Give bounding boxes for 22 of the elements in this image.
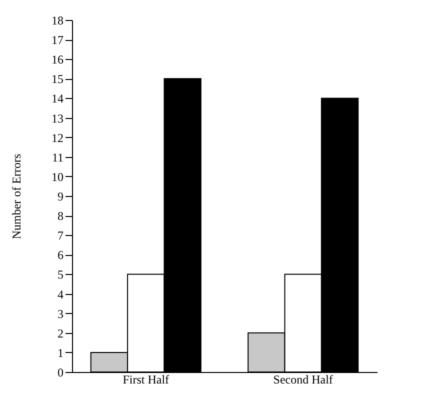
y-tick-label: 9 — [58, 190, 64, 204]
y-tick-label: 14 — [52, 92, 64, 106]
y-tick-label: 4 — [58, 287, 64, 302]
y-tick-label: 2 — [58, 326, 64, 340]
y-tick-label: 5 — [58, 268, 64, 282]
y-tick-label: 16 — [52, 52, 64, 67]
y-tick-label: 8 — [58, 209, 64, 224]
y-tick-label: 11 — [52, 150, 64, 164]
y-tick-label: 7 — [58, 228, 64, 243]
y-tick-label: 3 — [58, 306, 64, 321]
y-tick-label: 1 — [58, 346, 64, 360]
y-tick-label: 10 — [52, 170, 64, 184]
y-tick-label: 0 — [58, 366, 64, 380]
y-tick-label: 15 — [52, 72, 64, 86]
x-tick-label: Second Half — [273, 372, 333, 386]
y-tick-label: 6 — [58, 248, 64, 262]
x-tick-label: First Half — [122, 372, 170, 386]
y-tick-label: 17 — [52, 33, 64, 48]
y-tick-label: 13 — [52, 111, 64, 126]
y-tick-label: 18 — [52, 14, 64, 28]
y-axis-title: Number of Errors — [10, 154, 24, 240]
y-tick-label: 12 — [52, 130, 64, 145]
